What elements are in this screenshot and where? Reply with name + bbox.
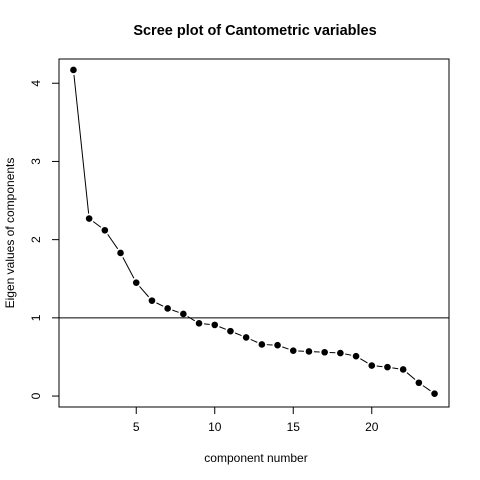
series-line-segment — [203, 323, 210, 325]
data-point — [352, 352, 360, 360]
data-point — [85, 215, 93, 222]
data-point — [431, 390, 438, 398]
data-point — [289, 347, 297, 354]
series-line-segment — [392, 367, 399, 370]
data-point — [180, 310, 187, 318]
data-point — [368, 362, 376, 369]
series-line-segment — [187, 316, 196, 322]
y-tick-label: 1 — [29, 314, 43, 321]
x-tick-label: 15 — [287, 420, 301, 434]
data-point — [70, 66, 77, 74]
series-line-segment — [139, 286, 150, 298]
x-tick-label: 10 — [208, 420, 222, 434]
series-line-segment — [376, 365, 383, 368]
data-point — [242, 334, 250, 341]
data-point — [227, 327, 234, 335]
y-axis-label: Eigen values of components — [3, 158, 17, 309]
series-line-segment — [219, 326, 226, 330]
series-line-segment — [122, 257, 135, 279]
data-point — [117, 249, 124, 257]
series-line-segment — [234, 332, 242, 337]
y-tick-label: 4 — [29, 80, 43, 87]
series-line-segment — [406, 372, 416, 380]
series-line-segment — [92, 221, 102, 228]
series-line-segment — [156, 302, 164, 307]
data-point — [195, 320, 203, 327]
x-tick-label: 5 — [133, 420, 140, 434]
x-tick-label: 20 — [365, 420, 379, 434]
data-point — [164, 305, 171, 312]
data-point — [148, 297, 156, 304]
data-point — [101, 226, 109, 234]
series-line-segment — [172, 309, 179, 313]
series-line-segment — [360, 358, 368, 364]
series-line-segment — [107, 234, 119, 250]
data-point — [399, 366, 407, 373]
x-axis-label: component number — [204, 451, 307, 465]
series-line-segment — [282, 346, 289, 350]
data-point — [415, 379, 423, 387]
data-point — [132, 279, 140, 286]
series-line-segment — [422, 385, 431, 392]
data-point — [274, 341, 281, 349]
data-point — [337, 349, 344, 357]
y-tick-label: 2 — [29, 236, 43, 243]
data-point — [321, 348, 328, 356]
series-line-segment — [345, 353, 352, 356]
series-line-segment — [73, 74, 90, 214]
data-point — [211, 321, 219, 329]
data-point — [305, 348, 313, 355]
series-line-segment — [250, 338, 258, 343]
y-tick-label: 0 — [29, 392, 43, 399]
data-point — [384, 363, 391, 371]
y-tick-label: 3 — [29, 158, 43, 165]
chart-title: Scree plot of Cantometric variables — [133, 23, 376, 39]
data-point — [258, 341, 266, 348]
